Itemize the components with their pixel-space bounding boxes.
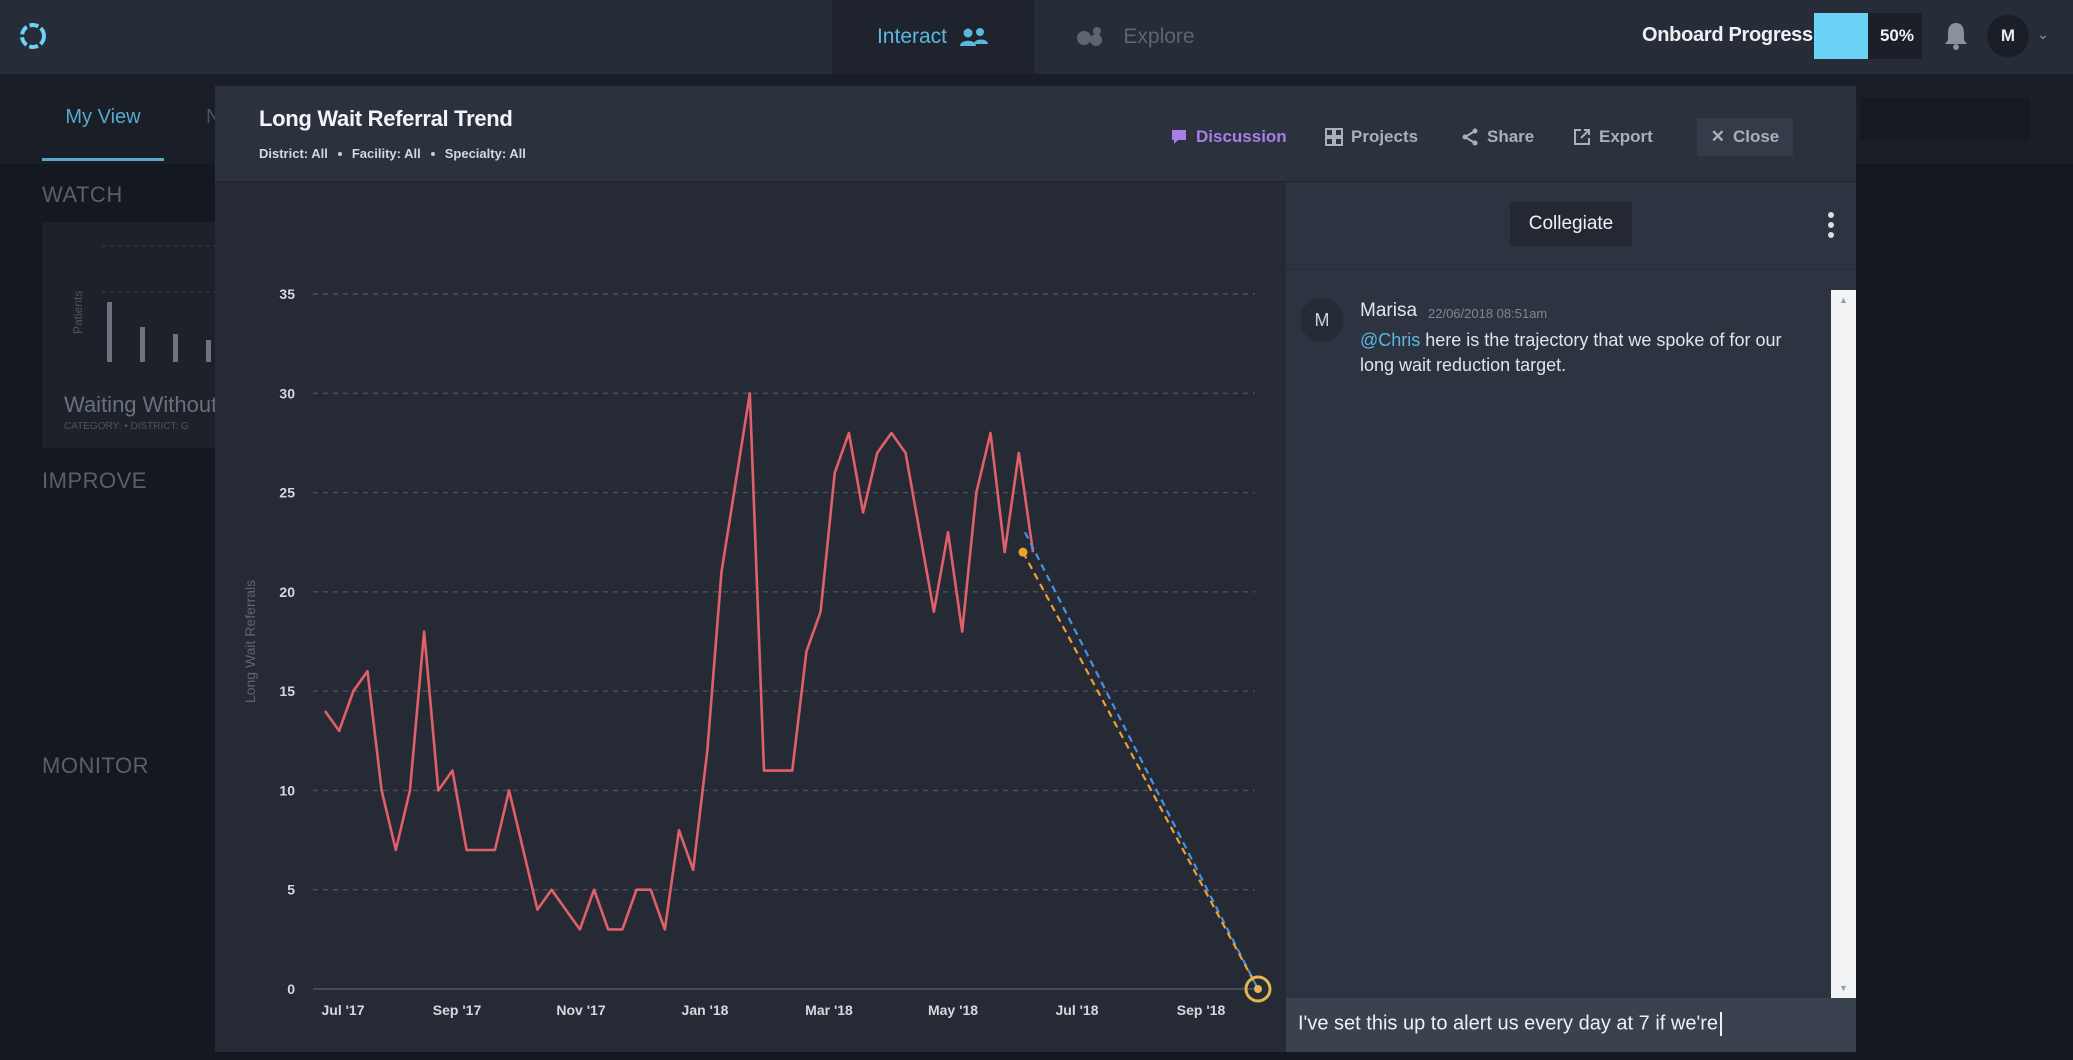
x-tick-label: Sep '18 [1177,1002,1226,1018]
x-tick-label: Sep '17 [433,1002,482,1018]
export-button-label: Export [1599,127,1653,146]
grid-icon [1325,128,1343,146]
y-tick-label: 10 [279,782,295,798]
user-avatar[interactable]: M [1987,15,2029,57]
x-tick-label: Jul '18 [1055,1002,1098,1018]
filter-facility: Facility: All [351,146,421,161]
discussion-button[interactable]: Discussion [1170,118,1287,156]
y-tick-label: 5 [287,882,295,898]
trajectory-start-point [1018,547,1028,557]
explore-icon [1077,27,1103,46]
external-link-icon [1574,129,1590,145]
chat-bubble-icon [1172,130,1186,144]
filter-district: District: All [259,146,328,161]
onboard-progress-label: Onboard Progress [1642,24,1813,46]
y-tick-label: 20 [279,584,295,600]
nav-tab-explore[interactable]: Explore [1034,0,1236,74]
y-axis-label: Long Wait Referrals [242,580,258,703]
y-tick-label: 30 [279,385,295,401]
onboard-progress-bar[interactable]: 50% [1814,13,1922,59]
section-monitor: MONITOR [42,753,149,778]
x-tick-label: Mar '18 [805,1002,853,1018]
watch-card[interactable]: Patients Waiting Without CATEGORY: • DIS… [42,222,222,448]
close-button-label: Close [1732,127,1780,146]
scroll-up-icon[interactable]: ▲ [1839,295,1848,305]
filter-separator [430,151,435,156]
message-text: here is the trajectory that we spoke of … [1360,330,1782,375]
projects-button[interactable]: Projects [1325,118,1418,156]
close-icon: ✕ [1710,127,1725,146]
y-tick-label: 15 [279,683,295,699]
line-chart[interactable]: Long Wait Referrals 0 5 10 15 20 25 30 35 Jul '1… [215,182,1286,1052]
export-button[interactable]: Export [1573,118,1653,156]
discussion-panel: Collegiate M Marisa 22/06/2018 08:51am @… [1286,182,1856,1052]
users-icon [960,28,989,46]
message-body: @Chris here is the trajectory that we sp… [1360,328,1800,378]
top-bar: Interact Explore Onboard Progress 50% M … [0,0,2073,74]
tab-my-view-underline [42,158,164,161]
x-tick-label: May '18 [928,1002,978,1018]
watch-card-ylabel: Patients [71,291,85,334]
scroll-down-icon[interactable]: ▼ [1839,983,1848,993]
app-logo-icon[interactable] [18,21,48,51]
trajectory-line-orange [1022,551,1259,990]
target-marker-icon [1244,975,1272,1003]
nav-tab-interact[interactable]: Interact [832,0,1034,74]
message-mention[interactable]: @Chris [1360,330,1421,350]
projects-button-label: Projects [1351,127,1419,146]
y-tick-label: 0 [287,981,295,997]
share-icon [1462,128,1478,146]
nav-tab-explore-label: Explore [1123,25,1195,48]
trajectory-line-blue [1024,531,1259,990]
section-improve: IMPROVE [42,468,147,493]
onboard-progress-fill [1814,13,1868,59]
message-timestamp: 22/06/2018 08:51am [1428,306,1548,321]
chevron-down-icon[interactable]: ⌄ [2037,26,2049,42]
message-input-value: I've set this up to alert us every day a… [1298,1012,1719,1035]
share-button[interactable]: Share [1461,118,1534,156]
watch-card-title: Waiting Without [64,392,218,417]
close-button[interactable]: ✕ Close [1697,118,1793,156]
x-tick-label: Jan '18 [682,1002,729,1018]
dashboard-search-input[interactable] [1860,98,2030,140]
tab-my-view[interactable]: My View [65,106,141,128]
filter-specialty: Specialty: All [444,146,526,161]
message-author: Marisa [1360,300,1418,321]
modal-header: Long Wait Referral Trend District: All F… [215,86,1856,182]
chart-modal: Long Wait Referral Trend District: All F… [215,86,1856,1052]
x-tick-label: Jul '17 [321,1002,364,1018]
discussion-button-label: Discussion [1196,127,1287,146]
nav-tab-interact-label: Interact [876,25,948,48]
target-marker-center [1254,985,1262,993]
group-selector[interactable]: Collegiate [1510,202,1632,246]
message-scrollbar[interactable]: ▲ ▼ [1831,290,1856,998]
text-cursor [1720,1012,1723,1036]
watch-card-meta: CATEGORY: • DISTRICT: G [64,421,189,432]
modal-title: Long Wait Referral Trend [259,106,513,131]
user-avatar-initial: M [2000,26,2016,45]
x-tick-label: Nov '17 [556,1002,605,1018]
section-watch: WATCH [42,182,123,207]
share-button-label: Share [1487,127,1535,146]
y-tick-label: 35 [279,286,295,302]
discussion-panel-header: Collegiate [1286,182,1856,270]
chart-svg: Long Wait Referrals 0 5 10 15 20 25 30 35 Jul '1… [242,286,1272,1018]
message-input-text[interactable]: I've set this up to alert us every day a… [1298,1012,1723,1036]
message-input[interactable]: I've set this up to alert us every day a… [1286,998,1856,1052]
kebab-menu-icon[interactable] [1826,212,1836,238]
series-line [323,391,1035,931]
message-avatar: M [1300,298,1344,342]
onboard-progress-percent: 50% [1879,26,1914,45]
y-tick-label: 25 [279,485,295,501]
filter-summary: District: All Facility: All Specialty: A… [259,146,526,161]
bell-icon[interactable] [1942,20,1970,52]
filter-separator [337,151,342,156]
watch-card-mini-chart: Patients [71,245,222,362]
